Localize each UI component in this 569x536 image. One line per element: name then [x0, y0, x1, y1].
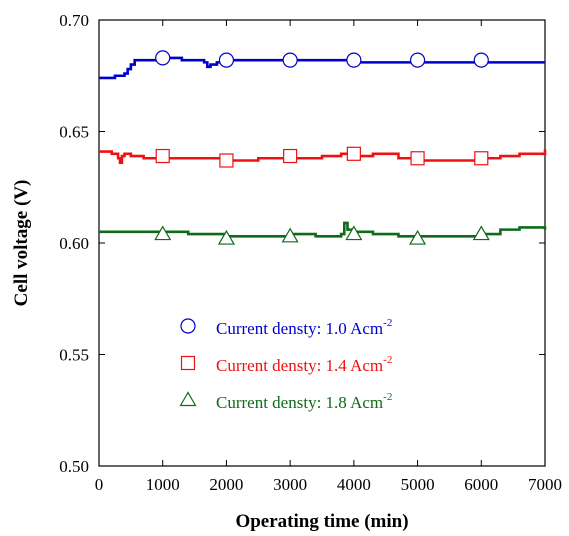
- data-point-marker: [410, 151, 425, 166]
- legend-marker: [180, 318, 196, 334]
- y-tick-label: 0.60: [59, 234, 89, 253]
- x-tick-label: 4000: [337, 475, 371, 494]
- series-2: [99, 146, 547, 168]
- x-tick-label: 3000: [273, 475, 307, 494]
- legend: Current densty: 1.0 Acm-2 Current densty:…: [179, 317, 392, 412]
- data-point-marker: [218, 52, 235, 68]
- legend-marker: [179, 391, 197, 407]
- axis-ticks: 0 1000 2000 3000 4000 5000 6000 7000 0.50 0.55 0.6…: [59, 11, 562, 494]
- data-point-marker: [219, 153, 234, 168]
- x-tick-label: 0: [95, 475, 104, 494]
- data-point-marker: [155, 50, 171, 66]
- data-point-marker: [281, 227, 299, 243]
- data-point-marker: [217, 229, 235, 245]
- legend-marker: [180, 355, 196, 371]
- x-tick-label: 1000: [146, 475, 180, 494]
- series-layer: [99, 50, 547, 245]
- series-3: [99, 221, 547, 245]
- y-tick-label: 0.70: [59, 11, 89, 30]
- data-point-marker: [346, 146, 361, 161]
- data-point-marker: [155, 148, 170, 164]
- series-1: [99, 50, 545, 80]
- data-point-marker: [409, 52, 426, 68]
- x-tick-label: 2000: [209, 475, 243, 494]
- x-axis-title: Operating time (min): [235, 511, 408, 532]
- x-tick-label: 5000: [401, 475, 435, 494]
- x-tick-label: 7000: [528, 475, 562, 494]
- y-axis-title: Cell voltage (V): [11, 180, 32, 307]
- data-point-marker: [283, 148, 298, 164]
- data-point-marker: [409, 229, 427, 245]
- data-point-marker: [345, 225, 363, 241]
- y-tick-label: 0.55: [59, 346, 89, 365]
- legend-label: Current densty: 1.4 Acm-2: [216, 354, 392, 375]
- data-point-marker: [473, 52, 489, 68]
- data-point-marker: [282, 52, 298, 68]
- data-point-marker: [474, 151, 489, 166]
- legend-label: Current densty: 1.0 Acm-2: [216, 317, 392, 338]
- data-point-marker: [346, 52, 362, 68]
- y-tick-label: 0.65: [59, 123, 89, 142]
- y-tick-label: 0.50: [59, 457, 89, 476]
- data-point-marker: [154, 225, 172, 241]
- x-tick-label: 6000: [464, 475, 498, 494]
- legend-label: Current densty: 1.8 Acm-2: [216, 391, 392, 412]
- data-point-marker: [472, 225, 490, 241]
